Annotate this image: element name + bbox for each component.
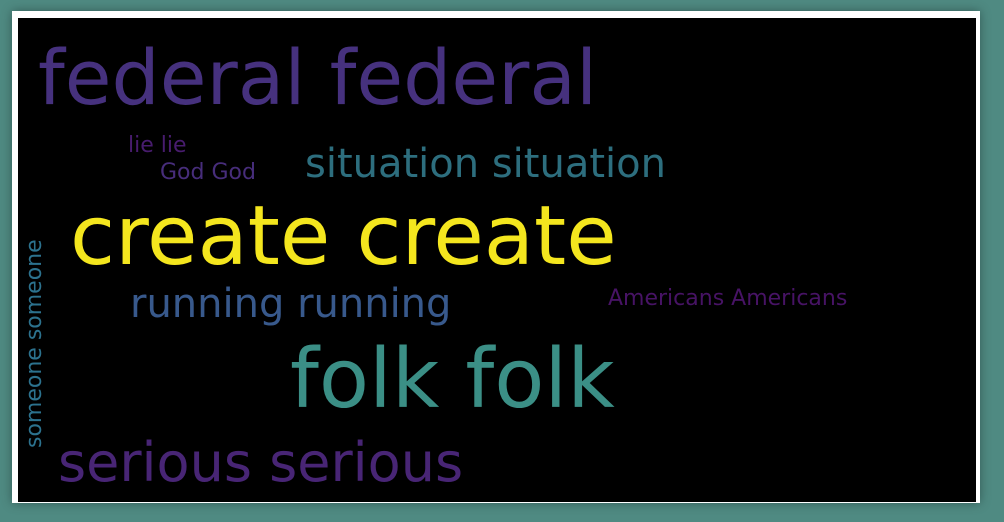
- word-folk: folk folk: [290, 332, 615, 427]
- word-situation: situation situation: [305, 141, 666, 187]
- word-federal: federal federal: [38, 33, 598, 122]
- word-god: God God: [160, 160, 256, 185]
- word-americans: Americans Americans: [608, 286, 848, 311]
- word-create: create create: [70, 189, 617, 284]
- word-running: running running: [130, 281, 452, 327]
- word-serious: serious serious: [58, 431, 464, 494]
- word-lie: lie lie: [128, 133, 187, 158]
- word-cloud: federal federal lie lie God God situatio…: [18, 18, 976, 502]
- word-someone: someone someone: [22, 239, 47, 448]
